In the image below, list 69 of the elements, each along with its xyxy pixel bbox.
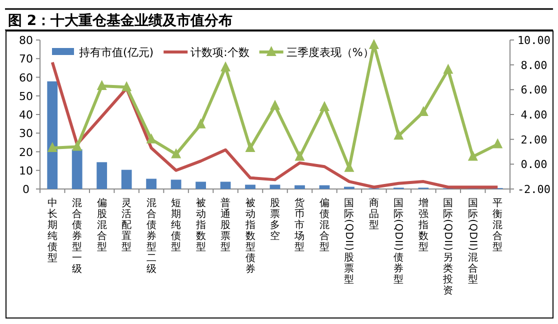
x-tick-label: 商品型 [368,197,379,231]
x-tick-label: 普通股票型 [220,197,231,253]
point [72,140,82,151]
y-tick-label: 30 [19,127,33,140]
x-tick-label: 偏债混合型 [319,197,330,253]
point [47,142,58,152]
x-tick-label: 平衡混合型 [492,198,503,253]
point [245,142,256,152]
bar [220,182,231,189]
point [171,148,182,158]
x-tick-label: 增强指数型 [417,197,428,253]
category-label: 国际(QDII)混合型 [466,198,478,286]
y2-tick-label: 8.00 [520,58,548,72]
point [96,80,107,90]
x-tick-label: 中长期纯债型 [47,197,58,264]
y2-tick-label: 4.00 [520,108,548,122]
x-tick-label: 偏股混合型 [96,197,107,253]
bar [121,170,132,189]
point [468,150,478,161]
y-tick-label: 0 [22,183,30,196]
category-label: 国际(QDII)债券型 [392,198,404,286]
x-tick-label: 混合债券型一级 [72,197,82,275]
point [196,118,206,128]
x-tick-label: 股票多空 [270,198,280,242]
y2-tick-label: 10.00 [517,34,551,47]
x-tick-label: 混合债券型二级 [146,197,156,275]
y-tick-label: 10 [19,164,33,178]
y-tick-label: 40 [19,108,33,122]
point [368,38,379,49]
point [122,81,132,92]
y-tick-label: 20 [19,146,33,159]
point [270,100,280,110]
bar [294,185,305,189]
legend-label: 三季度表现（%） [286,46,374,59]
x-tick-label: 被动指数型债券 [244,197,256,275]
y2-tick-label: 0.00 [520,158,548,172]
bar [170,180,182,189]
bar [146,178,157,189]
legend-label: 持有市值(亿元) [79,46,154,59]
y-tick-label: 50 [19,90,33,103]
x-tick-label: 短期纯债型 [171,198,182,253]
legend-label: 计数项:个数 [190,46,250,59]
category-label: 国际(QDII)另类投资 [442,198,454,296]
x-tick-label: 货币市场型 [294,197,305,253]
bar [245,184,256,189]
category-label: 国际(QDII)股票型 [343,198,354,286]
y2-tick-label: 6.00 [520,84,548,97]
y2-tick-label: -2.00 [517,183,551,196]
chart-title: 图 2：十大重仓基金业绩及市值分布 [8,12,233,29]
y-tick-label: 70 [19,52,33,66]
x-tick-label: 灵活配置型 [122,198,132,253]
bar [196,182,206,189]
point [394,130,404,140]
point [146,133,156,144]
bar [47,81,58,189]
y2-tick-label: 2.00 [520,133,548,146]
point [492,138,503,148]
bar [96,162,108,189]
x-tick-label: 被动指数型 [194,197,206,253]
bar [270,184,280,189]
y-tick-label: 80 [19,34,33,47]
point [294,150,305,161]
point [220,61,231,72]
point [443,64,454,74]
point [319,101,330,112]
point [418,106,428,116]
bar [72,149,82,189]
bar [319,185,330,189]
y-tick-label: 60 [19,71,33,84]
